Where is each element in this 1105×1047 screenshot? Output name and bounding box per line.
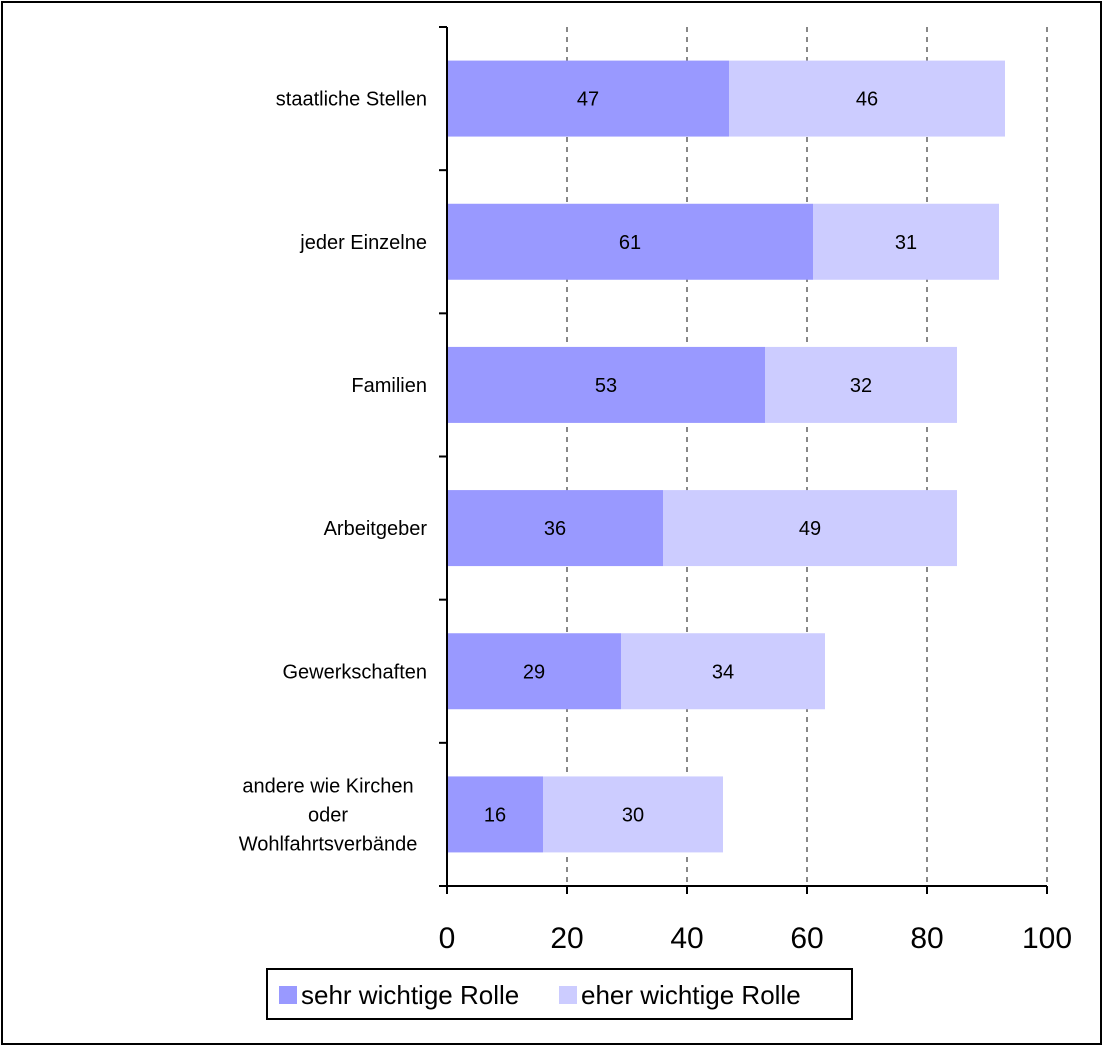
x-tick-label-80: 80 — [910, 922, 943, 955]
category-label-5: andere wie Kirchen oder Wohlfahrtsverbände — [239, 775, 418, 855]
data-label-5-series-0: 16 — [484, 804, 506, 826]
bar-2-series-1 — [765, 346, 957, 423]
bar-3-series-0 — [447, 490, 663, 567]
x-tick-label-60: 60 — [790, 922, 823, 955]
bar-1-series-0 — [447, 203, 813, 280]
category-label-0: staatliche Stellen — [276, 89, 427, 111]
data-label-2-series-0: 53 — [595, 375, 617, 397]
category-label-2: Familien — [351, 375, 427, 397]
legend-swatch-1 — [559, 986, 577, 1004]
legend-label-0: sehr wichtige Rolle — [301, 980, 519, 1010]
x-tick-label-100: 100 — [1022, 922, 1072, 955]
data-label-1-series-1: 31 — [895, 232, 917, 254]
data-label-2-series-1: 32 — [850, 375, 872, 397]
category-label-3: Arbeitgeber — [324, 518, 428, 540]
legend-swatch-0 — [279, 986, 297, 1004]
x-tick-label-0: 0 — [439, 922, 456, 955]
data-label-4-series-0: 29 — [523, 661, 545, 683]
category-label-4: Gewerkschaften — [282, 661, 427, 683]
bar-1-series-1 — [813, 203, 999, 280]
data-label-1-series-0: 61 — [619, 232, 641, 254]
bar-4-series-1 — [621, 633, 825, 710]
bar-3-series-1 — [663, 490, 957, 567]
bar-0-series-1 — [729, 60, 1005, 137]
data-label-0-series-1: 46 — [856, 89, 878, 111]
category-label-1: jeder Einzelne — [299, 232, 427, 254]
bar-0-series-0 — [447, 60, 729, 137]
x-tick-label-40: 40 — [670, 922, 703, 955]
data-label-3-series-1: 49 — [799, 518, 821, 540]
data-label-0-series-0: 47 — [577, 89, 599, 111]
legend-label-1: eher wichtige Rolle — [581, 980, 801, 1010]
data-label-5-series-1: 30 — [622, 804, 644, 826]
data-label-4-series-1: 34 — [712, 661, 734, 683]
bar-4-series-0 — [447, 633, 621, 710]
bar-2-series-0 — [447, 346, 765, 423]
bar-5-series-0 — [447, 776, 543, 853]
bar-5-series-1 — [543, 776, 723, 853]
x-tick-label-20: 20 — [550, 922, 583, 955]
data-label-3-series-0: 36 — [544, 518, 566, 540]
